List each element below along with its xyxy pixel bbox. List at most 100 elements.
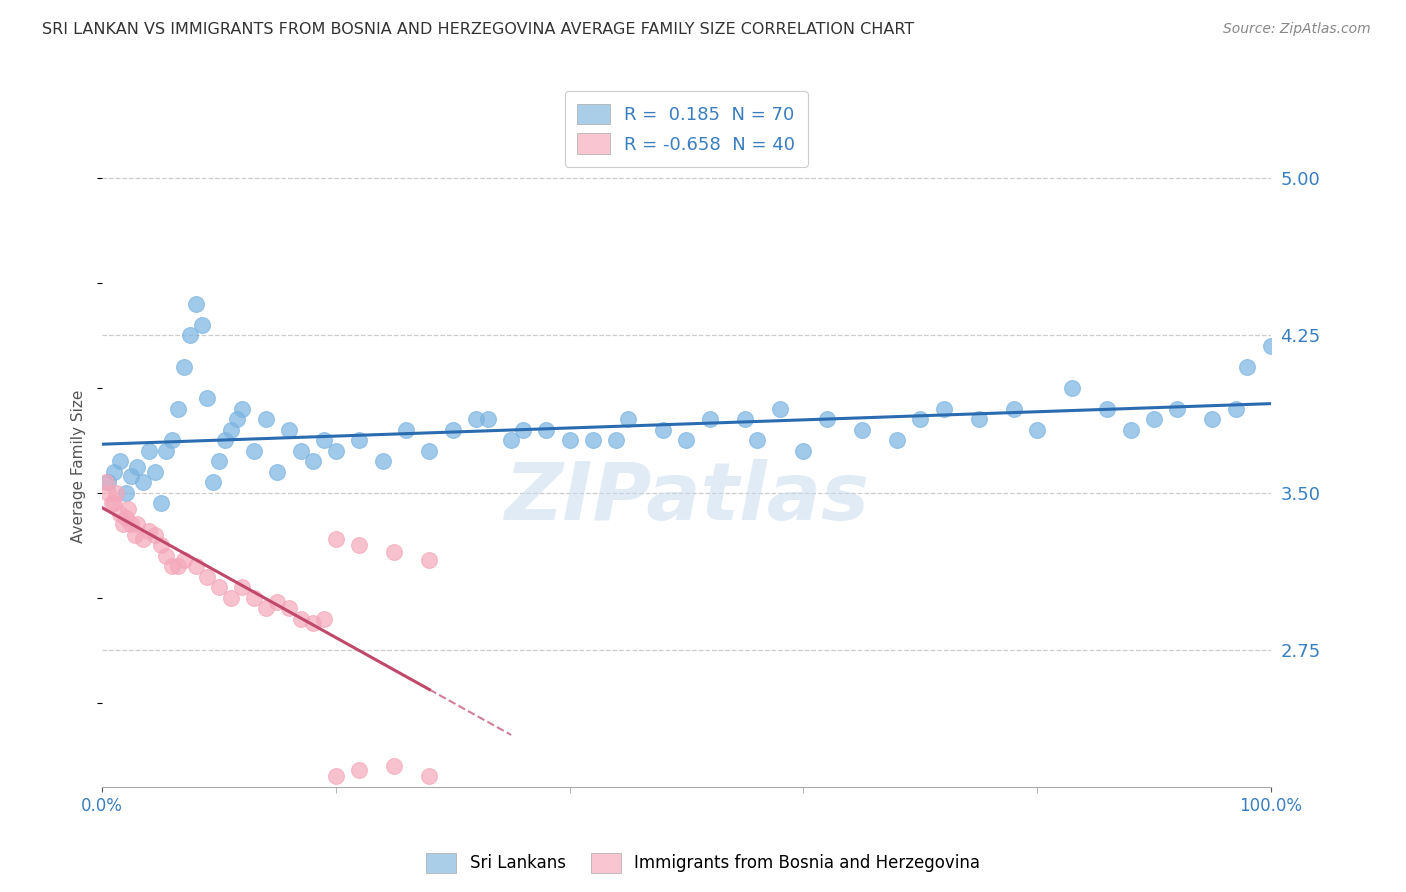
Point bbox=[1225, 401, 1247, 416]
Legend: Sri Lankans, Immigrants from Bosnia and Herzegovina: Sri Lankans, Immigrants from Bosnia and … bbox=[419, 847, 987, 880]
Point bbox=[325, 769, 347, 783]
Point bbox=[162, 559, 184, 574]
Point bbox=[349, 433, 371, 447]
Point bbox=[184, 296, 207, 310]
Point bbox=[179, 328, 201, 343]
Point bbox=[219, 423, 242, 437]
Point bbox=[465, 412, 488, 426]
Point bbox=[127, 460, 149, 475]
Point bbox=[851, 423, 873, 437]
Point bbox=[325, 532, 347, 546]
Point bbox=[325, 443, 347, 458]
Point bbox=[124, 527, 146, 541]
Point bbox=[745, 433, 768, 447]
Point bbox=[734, 412, 756, 426]
Point bbox=[1201, 412, 1223, 426]
Point bbox=[371, 454, 394, 468]
Point bbox=[103, 496, 125, 510]
Point bbox=[94, 475, 117, 490]
Point bbox=[202, 475, 225, 490]
Point bbox=[652, 423, 675, 437]
Point bbox=[418, 553, 440, 567]
Point bbox=[149, 538, 172, 552]
Point bbox=[112, 517, 135, 532]
Point bbox=[117, 502, 139, 516]
Point bbox=[108, 507, 131, 521]
Point bbox=[97, 475, 120, 490]
Point bbox=[243, 591, 266, 605]
Point bbox=[173, 359, 195, 374]
Point bbox=[231, 401, 253, 416]
Point bbox=[395, 423, 418, 437]
Point bbox=[266, 595, 288, 609]
Point bbox=[1095, 401, 1118, 416]
Point bbox=[582, 433, 605, 447]
Legend: R =  0.185  N = 70, R = -0.658  N = 40: R = 0.185 N = 70, R = -0.658 N = 40 bbox=[565, 91, 808, 167]
Point bbox=[195, 391, 218, 405]
Point bbox=[254, 601, 277, 615]
Point bbox=[1026, 423, 1049, 437]
Point bbox=[477, 412, 499, 426]
Point bbox=[184, 559, 207, 574]
Point bbox=[908, 412, 931, 426]
Point bbox=[501, 433, 523, 447]
Point bbox=[886, 433, 908, 447]
Point bbox=[349, 763, 371, 777]
Point bbox=[143, 465, 166, 479]
Point bbox=[225, 412, 247, 426]
Point bbox=[149, 496, 172, 510]
Point bbox=[114, 511, 136, 525]
Text: Source: ZipAtlas.com: Source: ZipAtlas.com bbox=[1223, 22, 1371, 37]
Point bbox=[815, 412, 838, 426]
Point bbox=[699, 412, 721, 426]
Point bbox=[382, 759, 405, 773]
Point bbox=[301, 454, 323, 468]
Point bbox=[605, 433, 627, 447]
Point bbox=[100, 496, 122, 510]
Point bbox=[195, 570, 218, 584]
Point bbox=[769, 401, 792, 416]
Point bbox=[1119, 423, 1142, 437]
Point bbox=[314, 433, 336, 447]
Point bbox=[143, 527, 166, 541]
Point bbox=[162, 433, 184, 447]
Point bbox=[1260, 338, 1282, 352]
Text: SRI LANKAN VS IMMIGRANTS FROM BOSNIA AND HERZEGOVINA AVERAGE FAMILY SIZE CORRELA: SRI LANKAN VS IMMIGRANTS FROM BOSNIA AND… bbox=[42, 22, 914, 37]
Point bbox=[536, 423, 558, 437]
Point bbox=[120, 468, 142, 483]
Point bbox=[278, 601, 301, 615]
Point bbox=[278, 423, 301, 437]
Point bbox=[114, 485, 136, 500]
Point bbox=[418, 769, 440, 783]
Point bbox=[155, 443, 177, 458]
Point bbox=[301, 615, 323, 630]
Point bbox=[314, 612, 336, 626]
Point bbox=[127, 517, 149, 532]
Point bbox=[1166, 401, 1188, 416]
Y-axis label: Average Family Size: Average Family Size bbox=[72, 390, 86, 543]
Point bbox=[967, 412, 990, 426]
Point bbox=[219, 591, 242, 605]
Point bbox=[558, 433, 581, 447]
Point bbox=[441, 423, 464, 437]
Point bbox=[1002, 401, 1025, 416]
Point bbox=[231, 580, 253, 594]
Point bbox=[108, 454, 131, 468]
Point bbox=[214, 433, 236, 447]
Point bbox=[103, 465, 125, 479]
Point bbox=[512, 423, 534, 437]
Point bbox=[167, 559, 190, 574]
Point bbox=[349, 538, 371, 552]
Point bbox=[132, 475, 155, 490]
Point bbox=[1062, 381, 1084, 395]
Point bbox=[155, 549, 177, 563]
Point bbox=[132, 532, 155, 546]
Point bbox=[617, 412, 640, 426]
Point bbox=[418, 443, 440, 458]
Point bbox=[290, 443, 312, 458]
Point bbox=[138, 443, 160, 458]
Point bbox=[97, 485, 120, 500]
Point bbox=[932, 401, 955, 416]
Point bbox=[675, 433, 697, 447]
Point bbox=[382, 544, 405, 558]
